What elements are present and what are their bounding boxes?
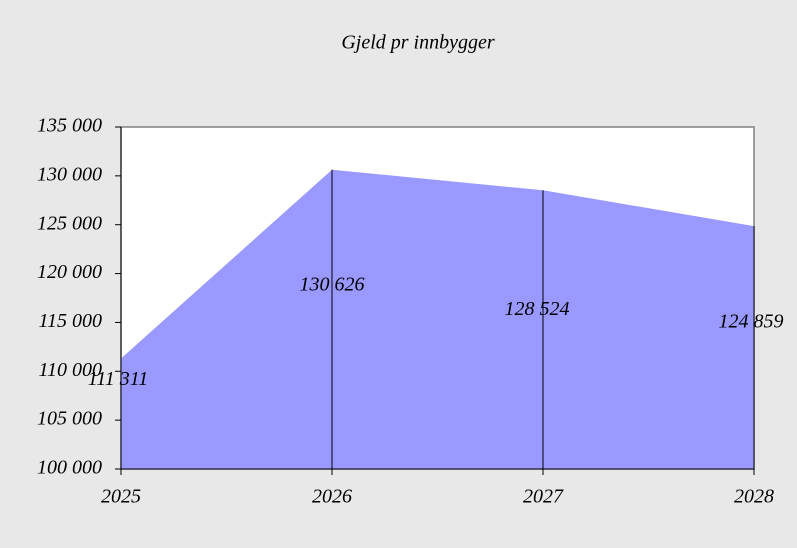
y-tick-label: 115 000	[38, 310, 102, 332]
y-tick-label: 100 000	[37, 457, 102, 479]
y-tick-label: 125 000	[37, 212, 102, 234]
data-label: 124 859	[719, 311, 784, 333]
data-label: 130 626	[300, 273, 365, 295]
area	[121, 169, 754, 469]
x-tick-label: 2028	[734, 486, 774, 508]
x-tick-label: 2027	[523, 486, 564, 508]
y-tick-label: 120 000	[37, 261, 102, 283]
x-tick-label: 2025	[101, 486, 141, 508]
y-tick-label: 105 000	[37, 408, 102, 430]
data-label: 128 524	[505, 298, 570, 320]
y-tick-label: 110 000	[38, 359, 102, 381]
data-label: 111 311	[88, 368, 149, 390]
x-tick-label: 2026	[312, 486, 352, 508]
y-tick-label: 130 000	[37, 163, 102, 185]
chart-title: Gjeld pr innbygger	[341, 32, 495, 54]
y-tick-label: 135 000	[37, 115, 102, 137]
